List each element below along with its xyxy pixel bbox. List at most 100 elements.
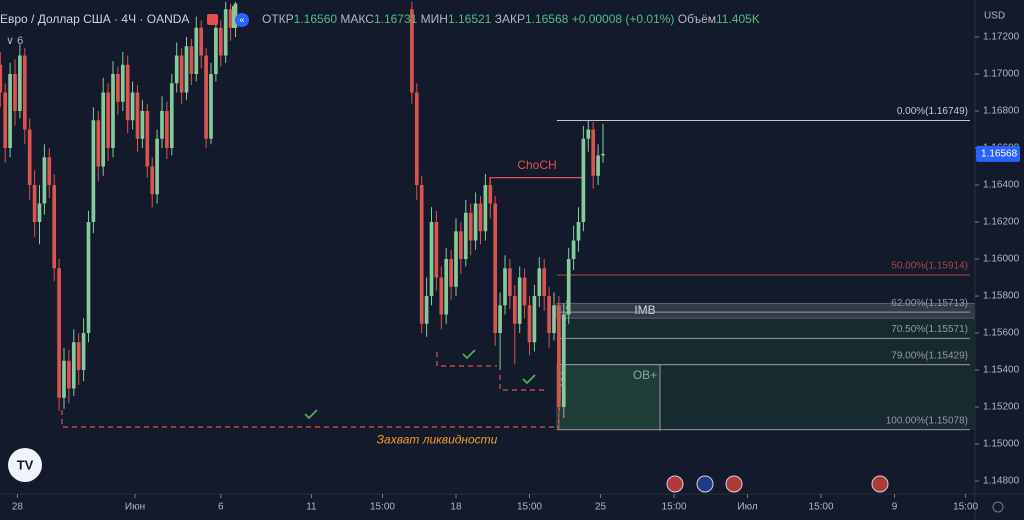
volume: 11.405K bbox=[716, 12, 760, 26]
logo[interactable] bbox=[8, 448, 42, 482]
ohlc-value: 1.16731 bbox=[374, 12, 418, 26]
candle-body bbox=[498, 305, 502, 334]
ohlc-label: ОТКР bbox=[262, 12, 294, 26]
candle-body bbox=[13, 74, 17, 112]
candle-body bbox=[459, 231, 463, 260]
indicators-toggle[interactable]: ∨ 6 bbox=[6, 35, 23, 47]
candle-body bbox=[591, 129, 596, 176]
replay-icon[interactable] bbox=[235, 13, 249, 27]
last-price-tag bbox=[976, 145, 1020, 162]
candle-body bbox=[184, 46, 189, 93]
replay-glyph: « bbox=[239, 14, 244, 24]
x-tick-label: Июн bbox=[125, 502, 145, 513]
y-tick-label: 1.16200 bbox=[983, 217, 1020, 228]
candle-body bbox=[52, 185, 57, 269]
candle-body bbox=[483, 185, 488, 232]
y-tick-label: 1.15800 bbox=[983, 291, 1020, 302]
candle-body bbox=[517, 277, 522, 324]
candle-body bbox=[76, 342, 81, 371]
candle-body bbox=[96, 120, 101, 167]
candle-body bbox=[473, 203, 478, 241]
candle-body bbox=[130, 92, 135, 121]
event-icon[interactable] bbox=[725, 475, 743, 493]
candle-body bbox=[454, 231, 458, 287]
status-icon bbox=[207, 14, 218, 25]
annotation-label: Захват ликвидности bbox=[377, 433, 498, 447]
candle-body bbox=[228, 9, 233, 28]
fib-label: 62.00%(1.15713) bbox=[891, 298, 968, 309]
annotation-label: ChoCH bbox=[517, 158, 556, 172]
discount-zone bbox=[556, 318, 975, 430]
candle-body bbox=[62, 360, 66, 398]
candle-body bbox=[57, 268, 61, 398]
x-tick-label: 15:00 bbox=[809, 502, 834, 513]
event-icon[interactable] bbox=[696, 475, 714, 493]
x-tick-label: 6 bbox=[218, 502, 224, 513]
axes: 1.14800 1.15000 1.15200 1.15400 1.15600 1.158… bbox=[12, 32, 1020, 513]
fib-label: 70.50%(1.15571) bbox=[891, 324, 968, 335]
candle-body bbox=[209, 74, 213, 139]
y-tick-label: 1.15200 bbox=[983, 402, 1020, 413]
candle-body bbox=[547, 296, 551, 334]
ohlc: ОТКР1.16560 МАКС1.16731 МИН1.16521 ЗАКР1… bbox=[262, 12, 760, 26]
candle-body bbox=[125, 64, 130, 121]
y-tick-label: 1.15600 bbox=[983, 328, 1020, 339]
candle-body bbox=[508, 268, 512, 297]
ohlc-label: ЗАКР bbox=[495, 12, 525, 26]
candle-body bbox=[527, 305, 532, 343]
volume-label: Объём bbox=[678, 12, 716, 26]
x-tick-label: 15:00 bbox=[953, 502, 978, 513]
candle-body bbox=[145, 111, 150, 167]
x-tick-label: 28 bbox=[12, 502, 24, 513]
candle-body bbox=[120, 64, 125, 102]
candle-body bbox=[218, 27, 223, 56]
candle-body bbox=[601, 153, 605, 156]
candle-body bbox=[468, 212, 473, 241]
currency[interactable]: USD bbox=[984, 11, 1005, 22]
symbol: Евро / Доллар США · 4Ч · OANDA bbox=[0, 12, 189, 26]
candle-body bbox=[552, 305, 556, 334]
candle-body bbox=[410, 9, 414, 93]
candle-body bbox=[189, 46, 194, 75]
candle-body bbox=[160, 111, 164, 139]
x-tick-label: 9 bbox=[892, 502, 898, 513]
x-tick-label: 11 bbox=[306, 502, 317, 513]
candle-body bbox=[576, 222, 581, 241]
candle-body bbox=[140, 111, 145, 139]
candle-body bbox=[223, 9, 228, 56]
candle-body bbox=[463, 212, 468, 260]
candle-body bbox=[596, 155, 600, 176]
candle-body bbox=[522, 277, 527, 306]
candle-body bbox=[586, 129, 591, 139]
candle-body bbox=[111, 74, 115, 149]
candle-body bbox=[434, 222, 439, 278]
y-tick-label: 1.16800 bbox=[983, 106, 1020, 117]
candle-body bbox=[537, 268, 542, 297]
annotations: ChoCH Захват ликвидности bbox=[377, 158, 557, 447]
candle-body bbox=[424, 296, 429, 324]
x-tick-label: 18 bbox=[450, 502, 462, 513]
candle-body bbox=[581, 138, 586, 223]
ohlc-value: 1.16568 bbox=[525, 12, 569, 26]
event-icon[interactable] bbox=[871, 475, 889, 493]
candle-body bbox=[67, 360, 71, 389]
zone bbox=[556, 302, 975, 319]
candle-body bbox=[214, 27, 218, 75]
candle-body bbox=[106, 92, 110, 149]
event-icon[interactable] bbox=[666, 475, 684, 493]
zone bbox=[556, 364, 661, 431]
candle-body bbox=[135, 92, 140, 139]
y-tick-label: 1.16400 bbox=[983, 180, 1020, 191]
y-tick-label: 1.17200 bbox=[983, 32, 1020, 43]
change: +0.00008 (+0.01%) bbox=[572, 12, 675, 26]
fib-label: 50.00%(1.15914) bbox=[891, 261, 968, 272]
settings-icon[interactable] bbox=[992, 501, 1004, 513]
candle-body bbox=[165, 111, 169, 149]
candle-body bbox=[512, 296, 517, 324]
candle-body bbox=[27, 129, 32, 186]
candles bbox=[0, 1, 605, 430]
candle-body bbox=[444, 259, 449, 315]
candle-body bbox=[204, 55, 208, 139]
candle-body bbox=[116, 74, 120, 102]
